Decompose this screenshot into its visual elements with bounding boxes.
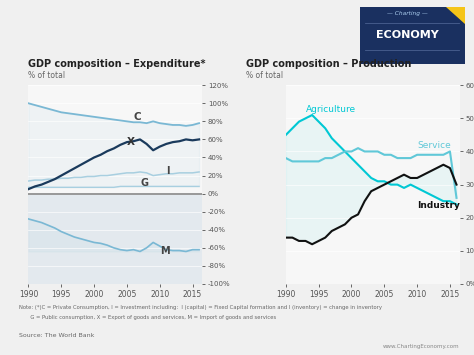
Text: Note: (*)C = Private Consumption, I = Investment including:  I (capital) = Fixed: Note: (*)C = Private Consumption, I = In… — [19, 305, 382, 310]
Text: M: M — [160, 246, 169, 256]
Text: ECONOMY: ECONOMY — [376, 31, 438, 40]
Text: Service: Service — [417, 141, 451, 150]
Bar — [28, 193, 202, 284]
Text: — Charting —: — Charting — — [387, 11, 428, 16]
Text: G: G — [140, 178, 148, 187]
Text: GDP composition – Expenditure*: GDP composition – Expenditure* — [28, 59, 206, 70]
Text: % of total: % of total — [246, 71, 283, 80]
Text: Agriculture: Agriculture — [306, 105, 356, 114]
Text: G = Public consumption, X = Export of goods and services, M = Import of goods an: G = Public consumption, X = Export of go… — [19, 316, 276, 321]
Text: www.ChartingEconomy.com: www.ChartingEconomy.com — [383, 344, 460, 349]
Text: I: I — [166, 166, 170, 176]
Bar — [28, 85, 202, 193]
Text: Industry: Industry — [417, 201, 460, 210]
Text: Source: The World Bank: Source: The World Bank — [19, 333, 94, 338]
Text: GDP composition – Production: GDP composition – Production — [246, 59, 412, 70]
Polygon shape — [446, 7, 465, 24]
Text: % of total: % of total — [28, 71, 65, 80]
Text: C: C — [134, 111, 141, 121]
Bar — [286, 85, 460, 284]
Text: X: X — [127, 137, 135, 147]
